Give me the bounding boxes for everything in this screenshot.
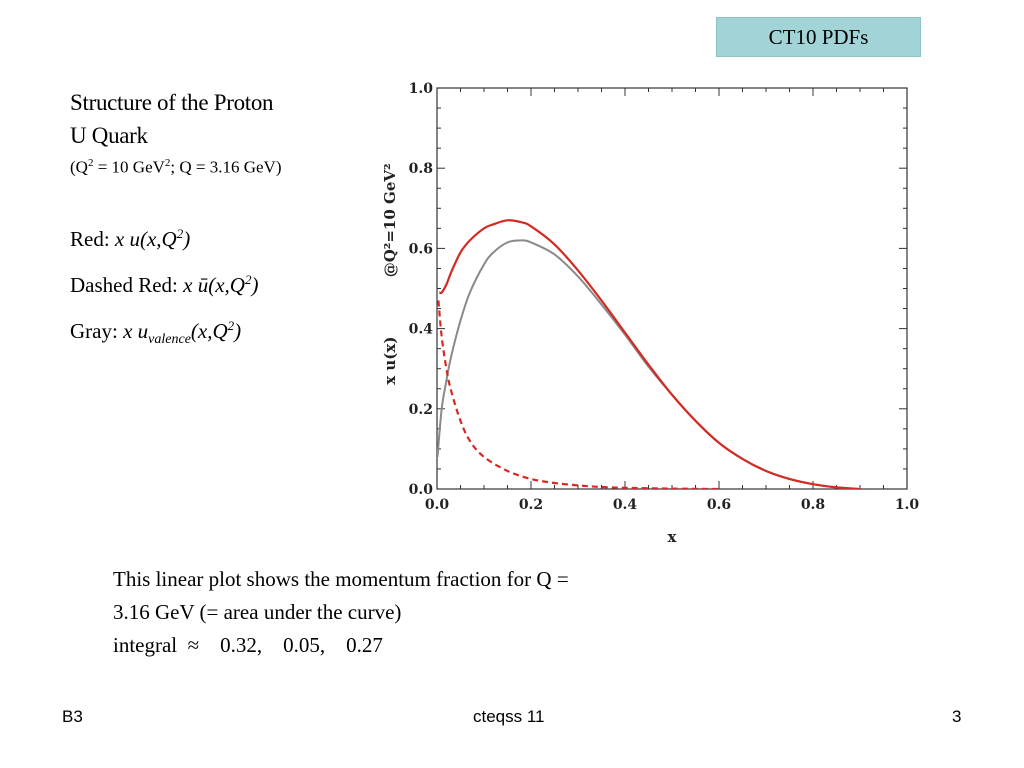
legend-dashed-red: Dashed Red: x ū(x,Q2)	[70, 272, 259, 297]
y-axis-label: x u(x)	[381, 337, 399, 385]
pdf-line-chart: 0.0 0.2 0.4 0.6 0.8 1.0 0.0 0.2 0.4 0.6 0.8 1.0 x x u…	[381, 81, 920, 546]
x-tick-label: 0.6	[707, 497, 731, 513]
x-axis-label: x	[668, 528, 678, 546]
footer-left: B3	[62, 707, 83, 726]
y-tick-label: 0.6	[409, 241, 433, 257]
caption-line-2: 3.16 GeV (= area under the curve)	[113, 600, 402, 624]
x-tick-label: 0.2	[519, 497, 543, 513]
series-line-sea	[437, 300, 720, 489]
y-tick-label: 1.0	[409, 81, 434, 97]
legend-red: Red: x u(x,Q2)	[70, 226, 191, 251]
y-tick-label: 0.0	[409, 482, 434, 498]
x-tick-label: 1.0	[895, 497, 920, 513]
y-tick-label: 0.4	[409, 322, 434, 338]
footer-page-number: 3	[952, 707, 962, 726]
series-line-total	[438, 219, 861, 489]
section-badge: CT10 PDFs	[716, 17, 921, 57]
caption-line-3: integral ≈ 0.32, 0.05, 0.27	[113, 633, 383, 657]
y-tick-label: 0.8	[409, 161, 433, 177]
legend-text: Red: x u(x,Q2) Dashed Red: x ū(x,Q2) Gra…	[70, 226, 258, 364]
y-axis-label-scale: @Q²=10 GeV²	[381, 163, 399, 277]
footer-center: cteqss 11	[473, 707, 545, 726]
caption: This linear plot shows the momentum frac…	[113, 563, 569, 662]
caption-line-1: This linear plot shows the momentum frac…	[113, 567, 569, 591]
x-tick-label: 0.0	[425, 497, 450, 513]
x-tick-label: 0.8	[801, 497, 825, 513]
slide-conditions: (Q2 = 10 GeV2; Q = 3.16 GeV)	[70, 157, 282, 177]
slide-title: Structure of the Proton	[70, 90, 274, 115]
x-tick-label: 0.4	[613, 497, 638, 513]
y-tick-label: 0.2	[409, 402, 433, 418]
plot-frame	[436, 87, 908, 490]
slide-title-block: Structure of the Proton U Quark (Q2 = 10…	[70, 86, 282, 179]
legend-gray: Gray: x uvalence(x,Q2)	[70, 318, 242, 348]
slide-subtitle: U Quark	[70, 123, 148, 148]
